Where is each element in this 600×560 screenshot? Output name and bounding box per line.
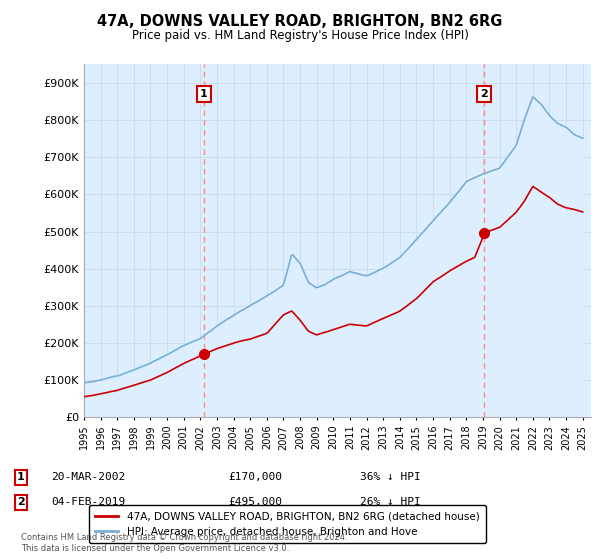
Text: 36% ↓ HPI: 36% ↓ HPI <box>360 472 421 482</box>
Text: 1: 1 <box>17 472 25 482</box>
Text: 47A, DOWNS VALLEY ROAD, BRIGHTON, BN2 6RG: 47A, DOWNS VALLEY ROAD, BRIGHTON, BN2 6R… <box>97 14 503 29</box>
Legend: 47A, DOWNS VALLEY ROAD, BRIGHTON, BN2 6RG (detached house), HPI: Average price, : 47A, DOWNS VALLEY ROAD, BRIGHTON, BN2 6R… <box>89 505 486 543</box>
Text: £170,000: £170,000 <box>228 472 282 482</box>
Text: £495,000: £495,000 <box>228 497 282 507</box>
Text: 20-MAR-2002: 20-MAR-2002 <box>51 472 125 482</box>
Text: Contains HM Land Registry data © Crown copyright and database right 2024.
This d: Contains HM Land Registry data © Crown c… <box>21 533 347 553</box>
Text: 1: 1 <box>200 89 208 99</box>
Text: Price paid vs. HM Land Registry's House Price Index (HPI): Price paid vs. HM Land Registry's House … <box>131 29 469 42</box>
Text: 2: 2 <box>481 89 488 99</box>
Text: 2: 2 <box>17 497 25 507</box>
Text: 04-FEB-2019: 04-FEB-2019 <box>51 497 125 507</box>
Text: 26% ↓ HPI: 26% ↓ HPI <box>360 497 421 507</box>
